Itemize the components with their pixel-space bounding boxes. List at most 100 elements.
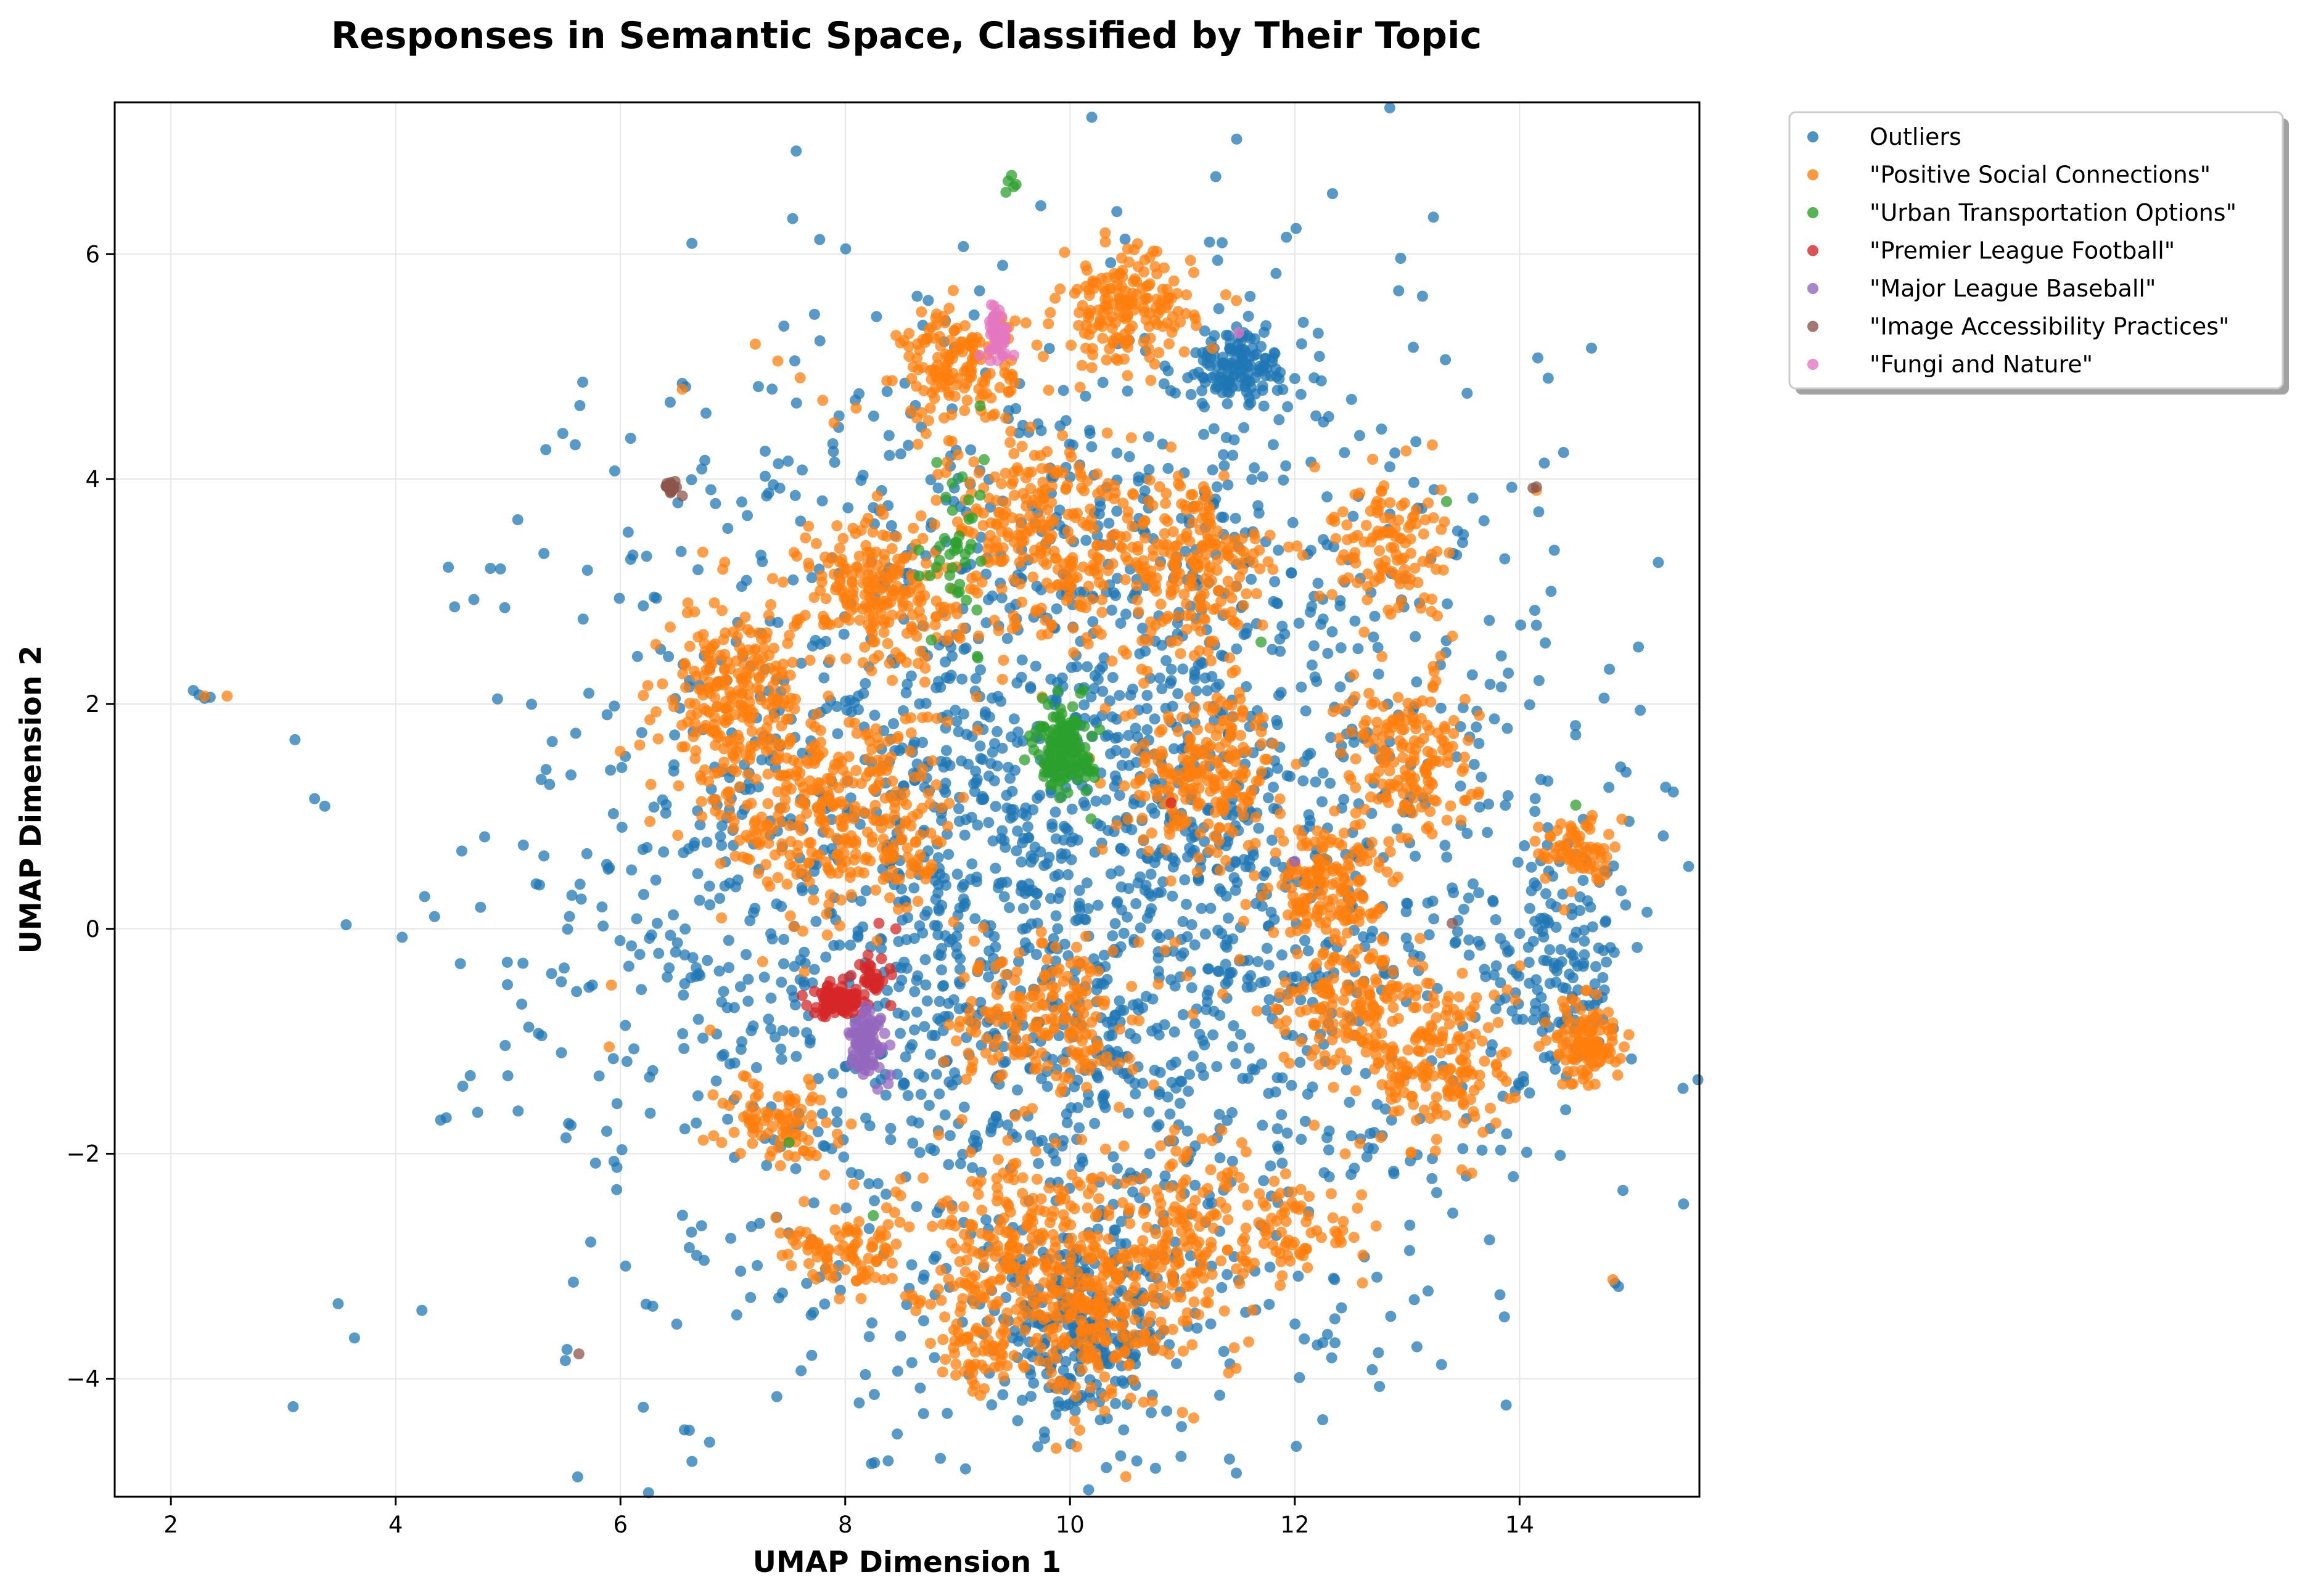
data-point bbox=[1427, 990, 1439, 1002]
data-point bbox=[1405, 769, 1416, 780]
data-point bbox=[1255, 726, 1267, 737]
data-point bbox=[1213, 303, 1225, 314]
data-point bbox=[319, 800, 331, 812]
data-point bbox=[309, 793, 321, 804]
data-point bbox=[918, 1315, 929, 1327]
data-point bbox=[1127, 708, 1138, 720]
data-point bbox=[948, 994, 959, 1005]
data-point bbox=[1240, 628, 1252, 639]
data-point bbox=[973, 630, 984, 642]
data-point bbox=[517, 957, 529, 969]
data-point bbox=[1524, 699, 1535, 711]
data-point bbox=[1151, 293, 1163, 305]
data-point bbox=[820, 593, 832, 605]
data-point bbox=[651, 592, 662, 604]
data-point bbox=[697, 546, 708, 558]
data-point bbox=[1268, 927, 1279, 938]
data-point bbox=[1360, 1068, 1371, 1079]
data-point bbox=[795, 657, 807, 669]
data-point bbox=[906, 622, 918, 634]
data-point bbox=[765, 599, 777, 610]
data-point bbox=[1087, 275, 1099, 287]
data-point bbox=[638, 1401, 649, 1413]
data-point bbox=[1404, 1219, 1416, 1231]
data-point bbox=[1342, 878, 1354, 890]
data-point bbox=[1251, 348, 1262, 360]
data-point bbox=[1425, 696, 1437, 708]
data-point bbox=[1224, 652, 1236, 664]
data-point bbox=[1011, 1131, 1022, 1143]
data-point bbox=[1283, 541, 1294, 553]
data-point bbox=[1225, 726, 1237, 737]
data-point bbox=[724, 1058, 736, 1070]
data-point bbox=[611, 1184, 623, 1195]
data-point bbox=[1167, 526, 1179, 538]
data-point bbox=[657, 678, 668, 690]
data-point bbox=[565, 769, 577, 781]
data-point bbox=[1544, 944, 1556, 956]
data-point bbox=[1273, 827, 1285, 838]
data-point bbox=[1461, 828, 1473, 839]
data-point bbox=[1234, 1029, 1246, 1041]
data-point bbox=[919, 621, 930, 632]
data-point bbox=[1540, 637, 1551, 649]
data-point bbox=[717, 563, 729, 575]
data-point bbox=[1403, 706, 1415, 718]
data-point bbox=[1312, 825, 1323, 837]
data-point bbox=[1325, 732, 1337, 743]
data-point bbox=[1228, 872, 1240, 883]
data-point bbox=[1165, 441, 1177, 453]
data-point bbox=[1555, 1150, 1566, 1161]
data-point bbox=[736, 687, 747, 699]
data-point bbox=[1550, 1063, 1561, 1075]
data-point bbox=[475, 901, 487, 913]
data-point bbox=[1230, 512, 1241, 524]
data-point bbox=[916, 306, 927, 317]
data-point bbox=[742, 973, 754, 985]
data-point bbox=[750, 773, 762, 785]
data-point bbox=[1256, 738, 1268, 750]
data-point bbox=[1195, 764, 1207, 776]
data-point bbox=[479, 831, 490, 843]
data-point bbox=[1349, 615, 1361, 627]
data-point bbox=[1286, 567, 1297, 579]
data-point bbox=[1004, 812, 1016, 824]
data-point bbox=[1383, 526, 1395, 538]
data-point bbox=[1455, 780, 1466, 792]
data-point bbox=[1377, 730, 1389, 742]
data-point bbox=[1392, 692, 1404, 703]
data-point bbox=[1269, 576, 1281, 587]
data-point bbox=[1054, 420, 1066, 432]
data-point bbox=[1114, 268, 1125, 280]
data-point bbox=[575, 893, 587, 905]
data-point bbox=[1261, 943, 1273, 954]
data-point bbox=[708, 719, 720, 730]
data-point bbox=[1585, 901, 1596, 913]
data-point bbox=[1538, 457, 1550, 469]
data-point bbox=[1122, 1107, 1134, 1119]
data-point bbox=[1130, 743, 1141, 755]
data-point bbox=[1579, 949, 1590, 960]
data-point bbox=[1066, 836, 1077, 848]
data-point bbox=[287, 1401, 299, 1412]
data-point bbox=[1511, 1013, 1523, 1025]
data-point bbox=[1167, 861, 1179, 873]
data-point bbox=[1555, 944, 1567, 956]
data-point bbox=[1119, 234, 1131, 245]
data-point bbox=[1189, 939, 1201, 951]
data-point bbox=[1136, 812, 1148, 824]
data-point bbox=[871, 490, 883, 502]
data-point bbox=[647, 1300, 659, 1312]
data-point bbox=[700, 407, 712, 419]
data-point bbox=[672, 937, 683, 949]
data-point bbox=[1405, 518, 1416, 530]
data-point bbox=[1037, 351, 1049, 362]
data-point bbox=[1371, 1099, 1383, 1110]
data-point bbox=[1146, 827, 1157, 839]
data-point bbox=[967, 1162, 978, 1174]
data-point bbox=[1492, 1067, 1503, 1079]
data-point bbox=[1139, 532, 1151, 544]
data-point bbox=[1342, 572, 1354, 584]
data-point bbox=[1230, 1058, 1242, 1070]
data-point bbox=[1341, 519, 1353, 531]
